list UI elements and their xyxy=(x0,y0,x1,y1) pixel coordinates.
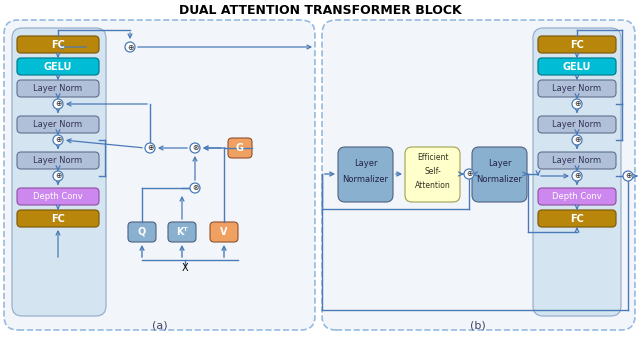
Text: Attention: Attention xyxy=(415,181,451,190)
FancyBboxPatch shape xyxy=(12,28,106,316)
Text: ⊗: ⊗ xyxy=(192,183,198,192)
Text: Layer Norm: Layer Norm xyxy=(552,84,602,93)
Circle shape xyxy=(572,171,582,181)
Text: (b): (b) xyxy=(470,320,486,330)
Circle shape xyxy=(145,143,155,153)
FancyBboxPatch shape xyxy=(322,20,635,330)
Text: Depth Conv: Depth Conv xyxy=(33,192,83,201)
Text: Normalizer: Normalizer xyxy=(477,175,522,184)
FancyBboxPatch shape xyxy=(168,222,196,242)
FancyBboxPatch shape xyxy=(338,147,393,202)
Circle shape xyxy=(572,99,582,109)
Circle shape xyxy=(464,169,474,179)
Text: ⊕: ⊕ xyxy=(55,100,61,109)
Circle shape xyxy=(53,171,63,181)
Text: Layer Norm: Layer Norm xyxy=(33,156,83,165)
Text: Self-: Self- xyxy=(424,167,441,176)
Text: Efficient: Efficient xyxy=(417,153,448,163)
Text: Q: Q xyxy=(138,227,146,237)
Text: ⊕: ⊕ xyxy=(55,172,61,181)
Circle shape xyxy=(125,42,135,52)
Text: Kᵀ: Kᵀ xyxy=(176,227,188,237)
Circle shape xyxy=(623,171,633,181)
Text: ⊕: ⊕ xyxy=(574,135,580,144)
Text: Layer: Layer xyxy=(354,159,377,168)
FancyBboxPatch shape xyxy=(533,28,621,316)
FancyBboxPatch shape xyxy=(538,58,616,75)
FancyBboxPatch shape xyxy=(210,222,238,242)
Text: Layer Norm: Layer Norm xyxy=(33,84,83,93)
Text: ⊕: ⊕ xyxy=(55,135,61,144)
Text: Layer Norm: Layer Norm xyxy=(552,156,602,165)
Text: G: G xyxy=(236,143,244,153)
FancyBboxPatch shape xyxy=(472,147,527,202)
FancyBboxPatch shape xyxy=(538,80,616,97)
FancyBboxPatch shape xyxy=(128,222,156,242)
Text: V: V xyxy=(220,227,228,237)
Text: GELU: GELU xyxy=(563,62,591,71)
Text: ⊕: ⊕ xyxy=(466,169,472,179)
Circle shape xyxy=(53,135,63,145)
FancyBboxPatch shape xyxy=(17,188,99,205)
Text: Layer Norm: Layer Norm xyxy=(552,120,602,129)
FancyBboxPatch shape xyxy=(538,152,616,169)
Text: Layer: Layer xyxy=(488,159,511,168)
Text: ⊗: ⊗ xyxy=(192,143,198,152)
Text: Normalizer: Normalizer xyxy=(342,175,388,184)
Text: FC: FC xyxy=(51,40,65,49)
Text: ⊕: ⊕ xyxy=(574,100,580,109)
FancyBboxPatch shape xyxy=(405,147,460,202)
FancyBboxPatch shape xyxy=(4,20,315,330)
Text: Depth Conv: Depth Conv xyxy=(552,192,602,201)
FancyBboxPatch shape xyxy=(17,116,99,133)
Text: DUAL ATTENTION TRANSFORMER BLOCK: DUAL ATTENTION TRANSFORMER BLOCK xyxy=(179,5,461,17)
FancyBboxPatch shape xyxy=(538,188,616,205)
FancyBboxPatch shape xyxy=(228,138,252,158)
Circle shape xyxy=(53,99,63,109)
Circle shape xyxy=(572,135,582,145)
Text: (a): (a) xyxy=(152,320,168,330)
FancyBboxPatch shape xyxy=(17,58,99,75)
Text: X: X xyxy=(182,263,188,273)
FancyBboxPatch shape xyxy=(538,36,616,53)
Text: Layer Norm: Layer Norm xyxy=(33,120,83,129)
Text: ⊕: ⊕ xyxy=(147,143,153,152)
Text: ⊕: ⊕ xyxy=(127,42,133,52)
FancyBboxPatch shape xyxy=(17,152,99,169)
FancyBboxPatch shape xyxy=(538,210,616,227)
Circle shape xyxy=(190,183,200,193)
FancyBboxPatch shape xyxy=(17,36,99,53)
Text: GELU: GELU xyxy=(44,62,72,71)
FancyBboxPatch shape xyxy=(538,116,616,133)
Circle shape xyxy=(190,143,200,153)
Text: FC: FC xyxy=(51,214,65,223)
Text: FC: FC xyxy=(570,214,584,223)
FancyBboxPatch shape xyxy=(17,80,99,97)
Text: FC: FC xyxy=(570,40,584,49)
Text: ⊕: ⊕ xyxy=(574,172,580,181)
Text: ⊕: ⊕ xyxy=(625,172,631,181)
FancyBboxPatch shape xyxy=(17,210,99,227)
